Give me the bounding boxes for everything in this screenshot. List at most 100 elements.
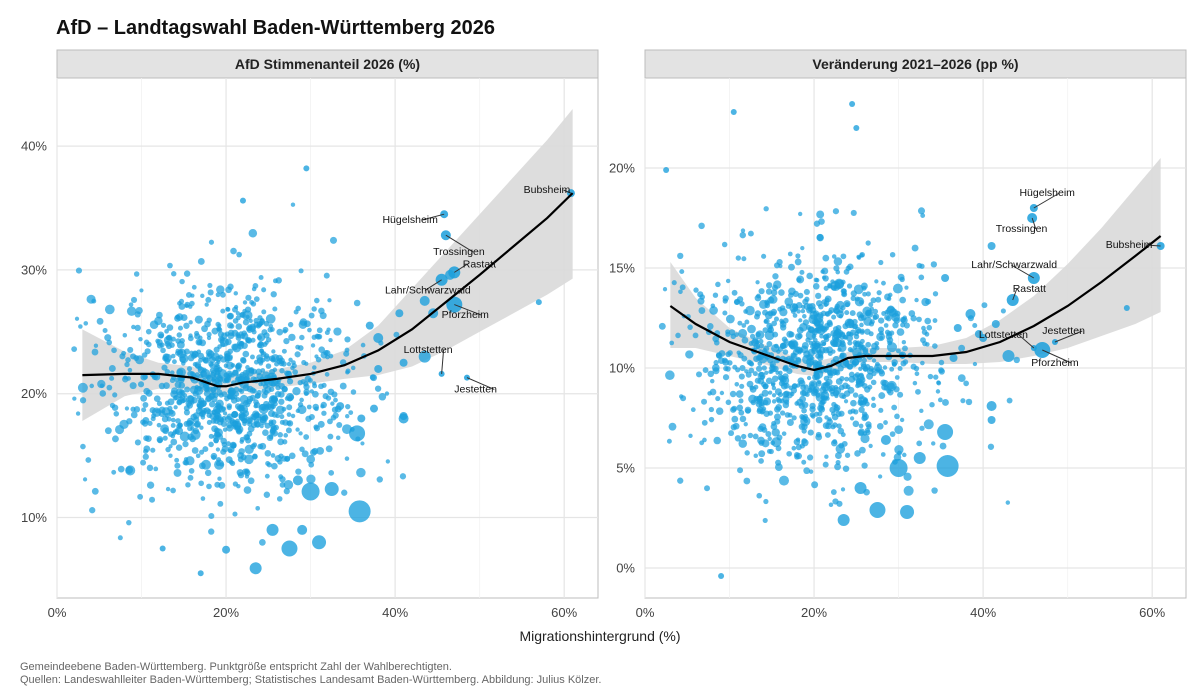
data-point [261,329,268,336]
data-point [736,296,744,303]
data-point [850,399,857,407]
data-point [360,441,365,446]
data-point [761,389,769,397]
data-point [775,403,783,411]
data-point [206,317,212,323]
data-point [235,332,240,337]
data-point [894,425,904,435]
data-point [912,380,918,386]
data-point [265,461,271,466]
data-point [835,444,846,454]
data-point [779,398,785,404]
data-point [728,430,735,437]
data-point [798,211,803,217]
data-point [738,398,744,404]
data-point [817,411,823,417]
data-point [868,331,874,337]
data-point [786,419,794,427]
data-point [330,401,335,406]
data-point [325,445,333,453]
data-point [941,274,950,282]
y-tick-label: 10% [21,510,47,525]
data-point [749,385,755,391]
data-point [987,416,996,424]
data-point [908,310,916,317]
data-point [311,306,317,312]
data-point [249,562,262,575]
data-point [250,301,257,307]
point-label: Lottstetten [979,329,1028,341]
data-point [884,293,891,301]
data-point [770,308,778,316]
data-point [878,407,884,413]
data-point [931,441,936,446]
data-point [834,463,842,471]
data-point [288,333,296,342]
data-point [725,331,731,337]
data-point [916,316,922,323]
data-point [215,447,221,452]
data-point [803,384,809,390]
data-point [186,366,193,372]
data-point [780,324,787,331]
data-point [281,348,287,354]
data-point [270,357,277,363]
data-point [242,421,247,427]
data-point [701,419,708,426]
data-point [259,348,264,354]
data-point [920,213,926,218]
data-point [145,341,152,348]
label-leader [1054,330,1083,343]
data-point [741,355,748,362]
data-point [188,333,193,338]
data-point [273,401,278,407]
data-point [900,322,906,328]
data-point [168,453,173,458]
data-point [831,314,837,320]
data-point [204,302,209,307]
data-point [261,309,267,315]
data-point [108,365,116,372]
x-axis-label: Migrationshintergrund (%) [519,628,681,644]
data-point [732,422,740,430]
data-point [312,383,318,389]
data-point [863,316,873,326]
data-point [881,310,887,316]
data-point [766,282,773,289]
data-point [824,322,830,329]
data-point [883,323,889,328]
data-point [174,377,179,383]
data-point [301,482,320,501]
y-tick-label: 40% [21,139,47,154]
data-point [129,382,137,390]
data-point [1013,356,1020,364]
data-point [183,457,189,462]
data-point [142,453,149,460]
data-point [239,197,246,204]
data-point [736,350,741,355]
data-point [245,294,252,301]
data-point [79,397,87,404]
data-point [75,267,83,274]
data-point [171,417,176,423]
data-point [802,416,808,422]
data-point [775,370,780,375]
data-point [772,273,779,280]
data-point [152,373,161,381]
data-point [834,305,839,311]
data-point [745,305,755,316]
data-point [329,236,338,244]
data-point [725,314,735,324]
data-point [225,441,231,447]
data-point [295,305,301,312]
data-point [112,392,118,398]
data-point [902,452,907,458]
data-point [756,408,763,414]
data-point [206,419,212,426]
data-point [117,465,125,473]
data-point [739,231,746,239]
data-point [830,424,836,430]
data-point [871,396,876,401]
data-point [761,365,767,371]
data-point [919,408,924,414]
